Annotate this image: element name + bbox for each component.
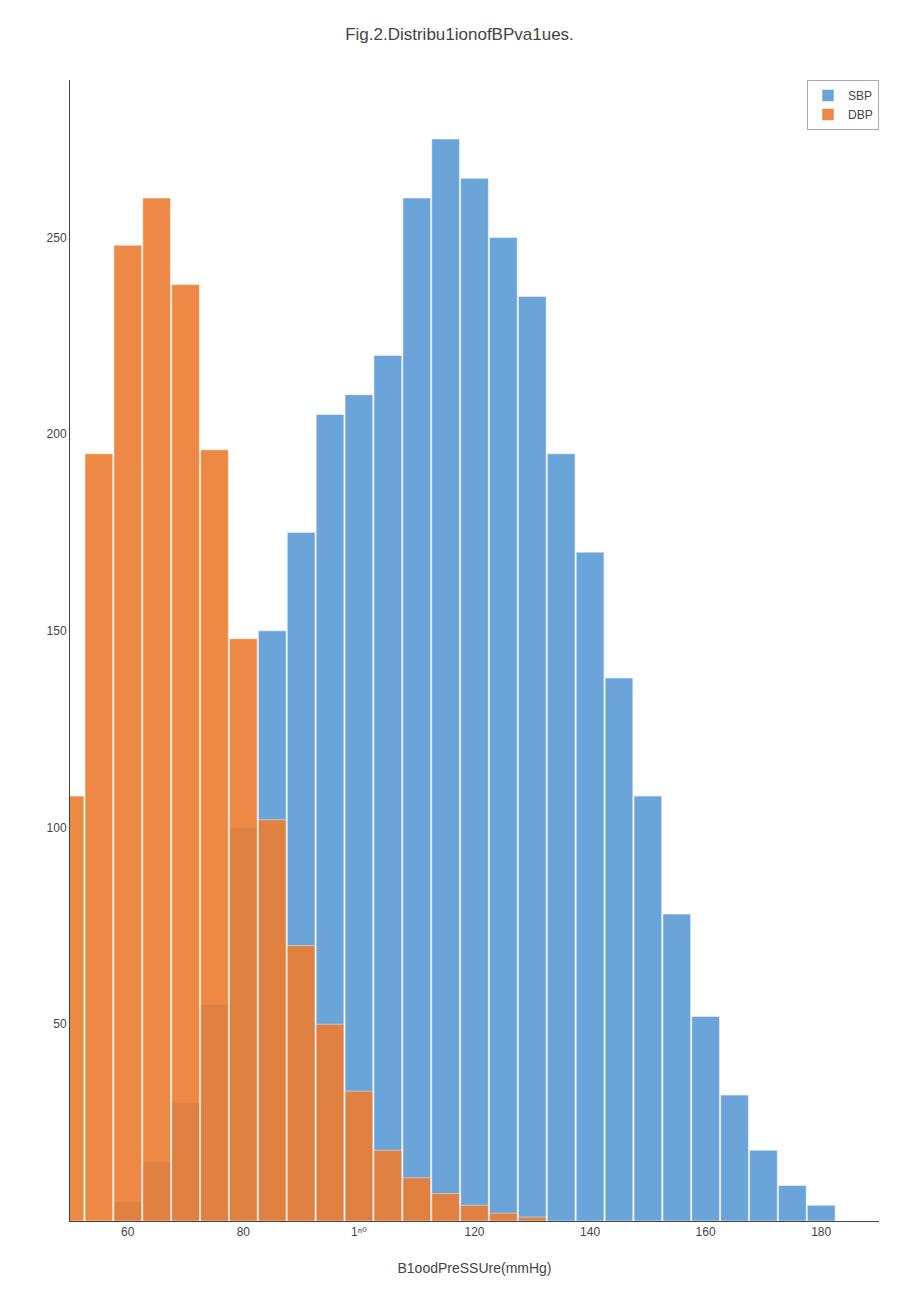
svg-text:1ⁿ⁰: 1ⁿ⁰ (351, 1225, 367, 1239)
svg-text:DBP: DBP (848, 108, 873, 122)
svg-text:140: 140 (580, 1225, 600, 1239)
svg-text:B1oodPreSSUre(mmHg): B1oodPreSSUre(mmHg) (397, 1260, 551, 1276)
svg-text:SBP: SBP (848, 89, 872, 103)
svg-text:150: 150 (47, 624, 67, 638)
svg-text:120: 120 (464, 1225, 484, 1239)
svg-text:Fig.2.Distribu1ionofBPva1ues.: Fig.2.Distribu1ionofBPva1ues. (345, 25, 574, 44)
svg-text:60: 60 (121, 1225, 135, 1239)
svg-text:250: 250 (47, 231, 67, 245)
svg-text:160: 160 (696, 1225, 716, 1239)
svg-text:100: 100 (47, 821, 67, 835)
svg-text:200: 200 (47, 427, 67, 441)
svg-text:180: 180 (811, 1225, 831, 1239)
svg-text:50: 50 (53, 1017, 67, 1031)
svg-text:80: 80 (237, 1225, 251, 1239)
